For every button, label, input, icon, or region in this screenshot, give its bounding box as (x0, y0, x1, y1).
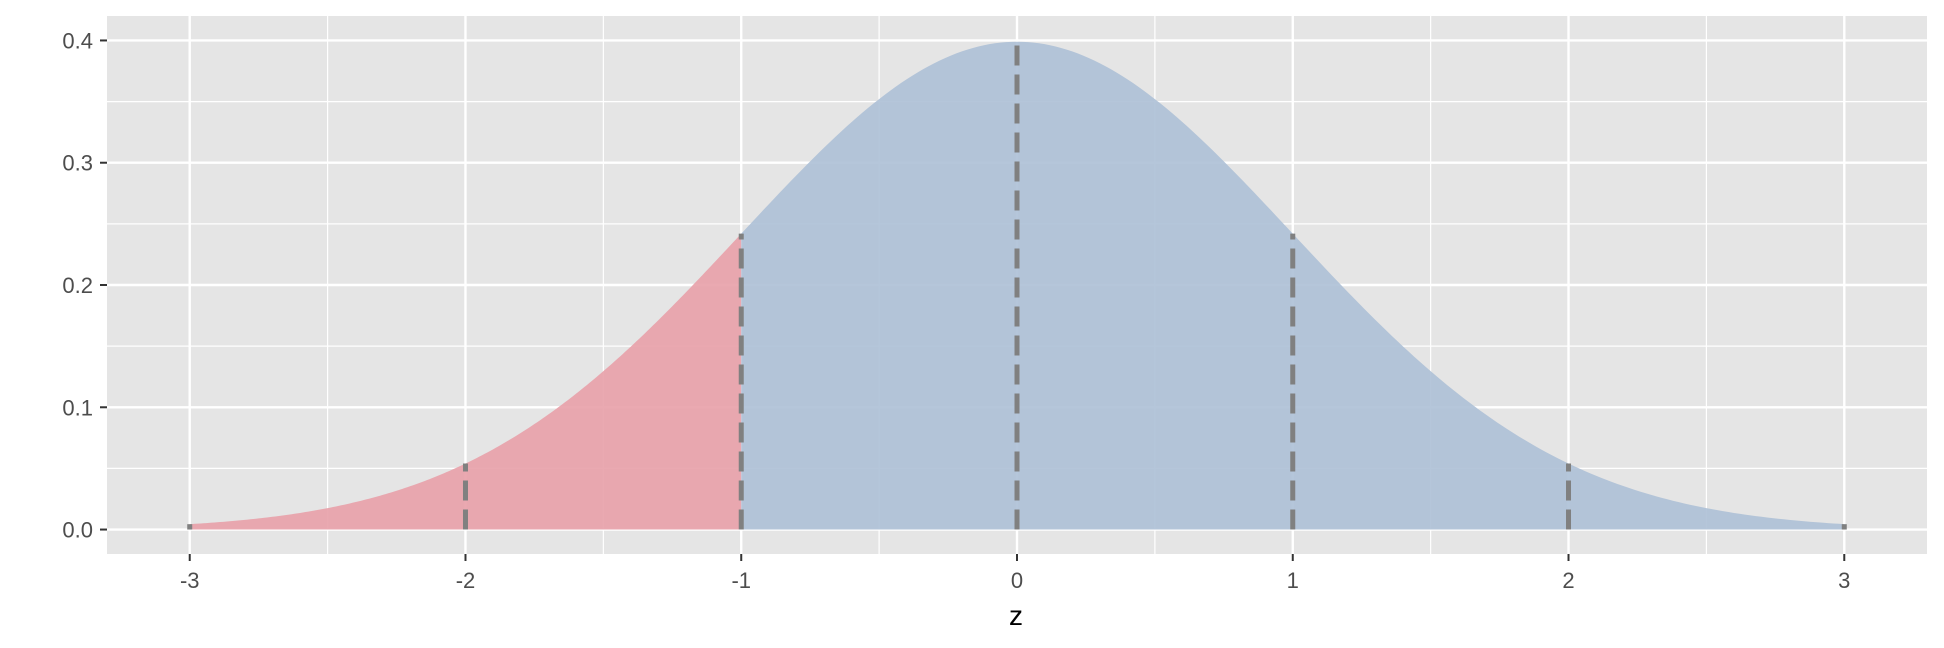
x-tick-label: 1 (1287, 568, 1299, 593)
reference-lines (187, 41, 1847, 530)
x-tick-label: -1 (731, 568, 751, 593)
x-tick-label: 2 (1562, 568, 1574, 593)
x-tick-label: -3 (180, 568, 200, 593)
x-axis-title: z (1009, 600, 1023, 631)
y-tick-label: 0.4 (62, 28, 93, 53)
x-axis: -3 -2 -1 0 1 2 3 (180, 554, 1850, 593)
y-tick-label: 0.0 (62, 518, 93, 543)
y-tick-label: 0.1 (62, 395, 93, 420)
y-tick-label: 0.2 (62, 273, 93, 298)
y-axis: 0.0 0.1 0.2 0.3 0.4 (62, 28, 107, 543)
x-tick-label: 0 (1011, 568, 1023, 593)
y-tick-label: 0.3 (62, 151, 93, 176)
x-tick-label: 3 (1838, 568, 1850, 593)
x-tick-label: -2 (456, 568, 476, 593)
shaded-region-1 (189, 233, 742, 530)
